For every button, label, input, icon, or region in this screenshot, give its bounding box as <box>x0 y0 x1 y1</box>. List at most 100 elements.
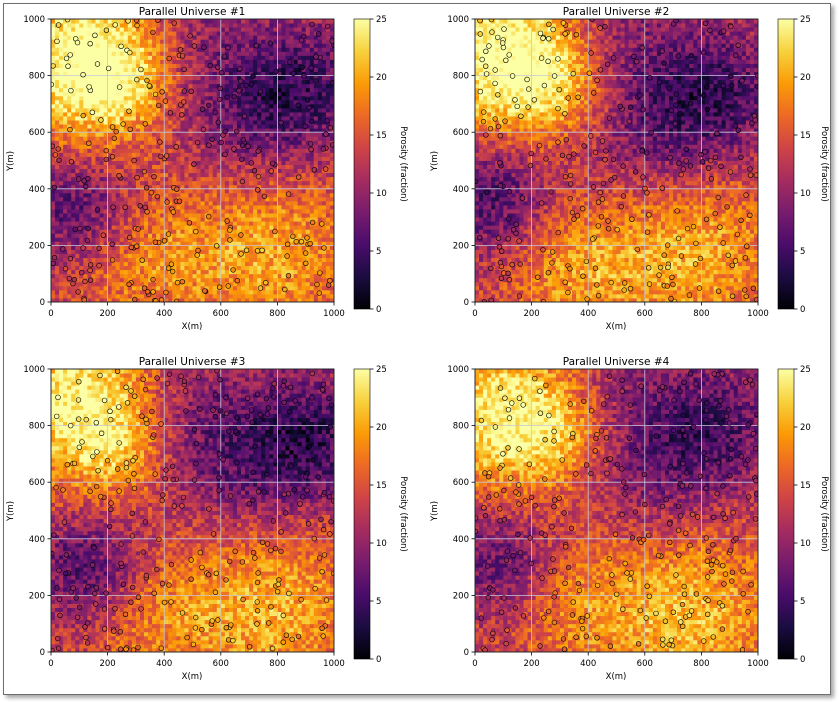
heatmap-cell <box>309 79 315 85</box>
heatmap-cell <box>265 249 270 254</box>
heatmap-cell <box>160 164 165 170</box>
heatmap-cell <box>111 273 117 279</box>
heatmap-cell <box>83 144 88 149</box>
heatmap-cell <box>329 19 334 24</box>
heatmap-cell <box>99 148 104 153</box>
heatmap-cell <box>204 176 210 182</box>
heatmap-cell <box>79 213 84 218</box>
heatmap-cell <box>59 71 64 77</box>
heatmap-cell <box>241 23 246 28</box>
heatmap-cell <box>241 200 246 206</box>
heatmap-cell <box>289 91 295 97</box>
heatmap-cell <box>265 297 270 302</box>
heatmap-cell <box>277 192 282 198</box>
heatmap-cell <box>192 95 197 101</box>
heatmap-cell <box>176 245 181 250</box>
heatmap-cell <box>111 19 117 24</box>
heatmap-cell <box>184 233 189 238</box>
heatmap-cell <box>224 213 230 218</box>
heatmap-cell <box>249 176 254 182</box>
heatmap-cell <box>135 253 141 258</box>
heatmap-cell <box>160 188 165 194</box>
heatmap-cell <box>249 120 254 125</box>
heatmap-cell <box>119 289 125 295</box>
heatmap-cell <box>257 47 262 52</box>
heatmap-cell <box>79 229 84 234</box>
heatmap-cell <box>123 241 129 246</box>
heatmap-cell <box>196 63 202 68</box>
heatmap-cell <box>273 111 278 117</box>
heatmap-cell <box>152 192 157 198</box>
heatmap-cell <box>297 132 303 137</box>
heatmap-cell <box>220 217 226 222</box>
heatmap-cell <box>216 209 222 214</box>
heatmap-cell <box>212 265 218 271</box>
heatmap-cell <box>152 103 157 109</box>
heatmap-cell <box>131 241 137 246</box>
heatmap-cell <box>293 168 299 174</box>
heatmap-cell <box>172 31 177 36</box>
heatmap-cell <box>224 83 230 89</box>
well-marker <box>296 174 302 180</box>
heatmap-cell <box>277 27 282 32</box>
heatmap-cell <box>228 192 234 198</box>
heatmap-cell <box>99 196 104 202</box>
heatmap-cell <box>281 79 286 85</box>
heatmap-cell <box>87 128 92 133</box>
heatmap-cell <box>273 180 278 186</box>
heatmap-cell <box>123 140 129 145</box>
heatmap-cell <box>297 277 303 283</box>
heatmap-cell <box>216 31 222 36</box>
heatmap-cell <box>329 83 334 89</box>
heatmap-cell <box>309 188 315 194</box>
heatmap-cell <box>131 55 137 60</box>
heatmap-cell <box>135 107 141 113</box>
heatmap-cell <box>95 273 100 279</box>
heatmap-cell <box>305 67 311 72</box>
heatmap-cell <box>325 273 331 279</box>
heatmap-cell <box>273 265 278 271</box>
heatmap-cell <box>55 285 60 291</box>
heatmap-cell <box>51 273 56 279</box>
heatmap-cell <box>321 43 327 48</box>
heatmap-cell <box>245 281 250 287</box>
heatmap-cell <box>220 221 226 226</box>
heatmap-cell <box>131 176 137 182</box>
heatmap-cell <box>309 132 315 137</box>
heatmap-cell <box>119 261 125 267</box>
heatmap-cell <box>204 124 210 129</box>
heatmap-cell <box>51 281 56 287</box>
heatmap-cell <box>107 27 113 32</box>
heatmap-cell <box>192 225 197 230</box>
heatmap-cell <box>289 168 295 174</box>
heatmap-cell <box>115 19 121 24</box>
heatmap-cell <box>305 221 311 226</box>
heatmap-cell <box>139 120 145 125</box>
heatmap-cell <box>329 87 334 93</box>
heatmap-cell <box>83 91 88 97</box>
heatmap-cell <box>212 172 218 178</box>
heatmap-cell <box>220 35 226 40</box>
heatmap-cell <box>123 237 129 242</box>
heatmap-cell <box>59 209 64 214</box>
heatmap-cell <box>216 39 222 44</box>
heatmap-cell <box>261 75 266 81</box>
heatmap-cell <box>107 217 113 222</box>
heatmap-cell <box>289 140 295 145</box>
heatmap-cell <box>115 180 121 186</box>
heatmap-cell <box>313 39 319 44</box>
well-marker <box>126 234 133 241</box>
heatmap-cell <box>63 95 68 101</box>
heatmap-cell <box>317 75 323 81</box>
heatmap-cell <box>87 148 92 153</box>
heatmap-cell <box>152 120 157 125</box>
heatmap-cell <box>289 209 295 214</box>
heatmap-cell <box>172 152 177 157</box>
heatmap-cell <box>91 27 96 32</box>
heatmap-cell <box>269 241 274 246</box>
heatmap-cell <box>184 91 189 97</box>
heatmap-cell <box>143 156 149 161</box>
heatmap-cell <box>301 196 307 202</box>
heatmap-cell <box>95 19 100 24</box>
heatmap-cell <box>148 172 153 178</box>
